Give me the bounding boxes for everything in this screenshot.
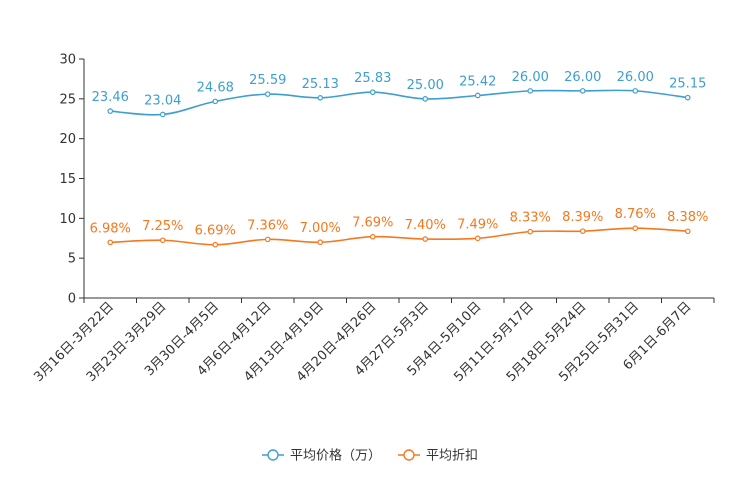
series-layer: 23.46 23.04 24.68 25.59 25.13 25.83 25.00 25.42… (90, 70, 708, 248)
data-point (684, 228, 691, 235)
legend-item-0[interactable]: 平均价格（万） (262, 448, 381, 464)
y-tick-label: 10 (59, 212, 76, 227)
data-label: 23.04 (144, 93, 181, 108)
legend-marker-icon (267, 449, 279, 461)
data-point (159, 237, 166, 244)
data-label: 7.40% (405, 218, 446, 233)
data-label: 25.00 (407, 78, 444, 93)
data-point (579, 88, 586, 94)
data-point (474, 92, 481, 99)
data-label: 25.83 (354, 71, 391, 86)
y-tick-label: 20 (59, 132, 76, 147)
data-point (317, 94, 324, 101)
data-point (107, 239, 114, 246)
data-point (684, 94, 691, 101)
data-label: 26.00 (617, 70, 654, 85)
data-label: 7.49% (457, 217, 498, 232)
legend-marker-icon (403, 449, 415, 461)
data-point (159, 111, 166, 118)
data-point (264, 91, 271, 97)
data-point (212, 241, 219, 248)
data-label: 7.36% (247, 218, 288, 233)
y-tick-label: 0 (68, 292, 76, 307)
data-label: 7.00% (300, 221, 341, 236)
data-label: 25.13 (302, 77, 339, 92)
legend-label: 平均折扣 (426, 449, 478, 464)
data-label: 25.15 (669, 77, 706, 92)
data-label: 8.76% (615, 207, 656, 222)
data-label: 26.00 (564, 70, 601, 85)
data-point (474, 235, 481, 242)
data-point (422, 236, 429, 242)
data-point (422, 96, 429, 102)
data-point (527, 88, 534, 94)
legend: 平均价格（万） 平均折扣 (262, 448, 478, 464)
data-label: 26.00 (512, 70, 549, 85)
data-label: 25.42 (459, 74, 496, 89)
legend-item-1[interactable]: 平均折扣 (398, 449, 478, 464)
data-label: 23.46 (92, 90, 129, 105)
data-label: 8.33% (510, 211, 551, 226)
data-label: 8.39% (562, 210, 603, 225)
data-point (632, 88, 639, 94)
data-point (264, 236, 271, 243)
data-label: 25.59 (249, 73, 286, 88)
data-label: 24.68 (197, 80, 234, 95)
y-tick-label: 25 (59, 92, 76, 107)
data-point (107, 108, 114, 114)
y-tick-label: 15 (59, 172, 76, 187)
y-tick-label: 30 (59, 53, 76, 68)
data-point (369, 89, 376, 96)
series-0: 23.46 23.04 24.68 25.59 25.13 25.83 25.00 25.42… (92, 70, 706, 118)
series-line (110, 89, 688, 116)
data-label: 6.98% (90, 221, 131, 236)
data-point (579, 228, 586, 234)
series-1: 6.98% 7.25% 6.69% 7.36% 7.00% 7.69% 7.40% 7.49%… (90, 207, 708, 248)
data-label: 7.25% (142, 219, 183, 234)
data-point (369, 233, 376, 240)
legend-label: 平均价格（万） (290, 448, 381, 464)
data-point (317, 239, 324, 246)
data-label: 8.38% (667, 210, 708, 225)
data-point (632, 225, 639, 232)
data-point (212, 98, 219, 105)
data-label: 7.69% (352, 216, 393, 231)
data-label: 6.69% (195, 224, 236, 239)
series-line (110, 227, 688, 246)
data-point (527, 228, 534, 235)
y-tick-label: 5 (68, 252, 76, 267)
